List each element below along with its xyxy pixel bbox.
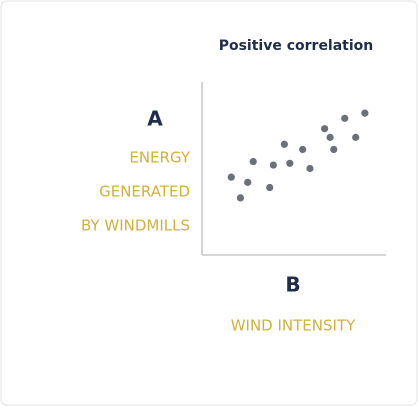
point xyxy=(236,194,245,202)
point xyxy=(286,159,294,167)
point xyxy=(244,178,252,186)
x-axis-label: WIND INTENSITY xyxy=(231,317,356,335)
point xyxy=(249,157,257,166)
y-axis-label: GENERATED xyxy=(99,183,190,201)
point xyxy=(227,173,235,181)
y-axis-label: BY WINDMILLS xyxy=(81,217,190,235)
point xyxy=(269,161,277,169)
x-axis-letter: B xyxy=(285,273,300,297)
point xyxy=(326,133,334,141)
point xyxy=(306,164,314,173)
point xyxy=(266,183,274,192)
point xyxy=(341,114,349,122)
point xyxy=(280,140,288,148)
point xyxy=(361,109,369,117)
y-axis-label: ENERGY xyxy=(129,149,190,167)
point xyxy=(299,145,307,154)
point xyxy=(321,125,329,133)
point xyxy=(330,145,338,154)
point xyxy=(352,133,360,141)
chart-title: Positive correlation xyxy=(219,38,374,54)
y-axis-letter: A xyxy=(147,107,163,131)
